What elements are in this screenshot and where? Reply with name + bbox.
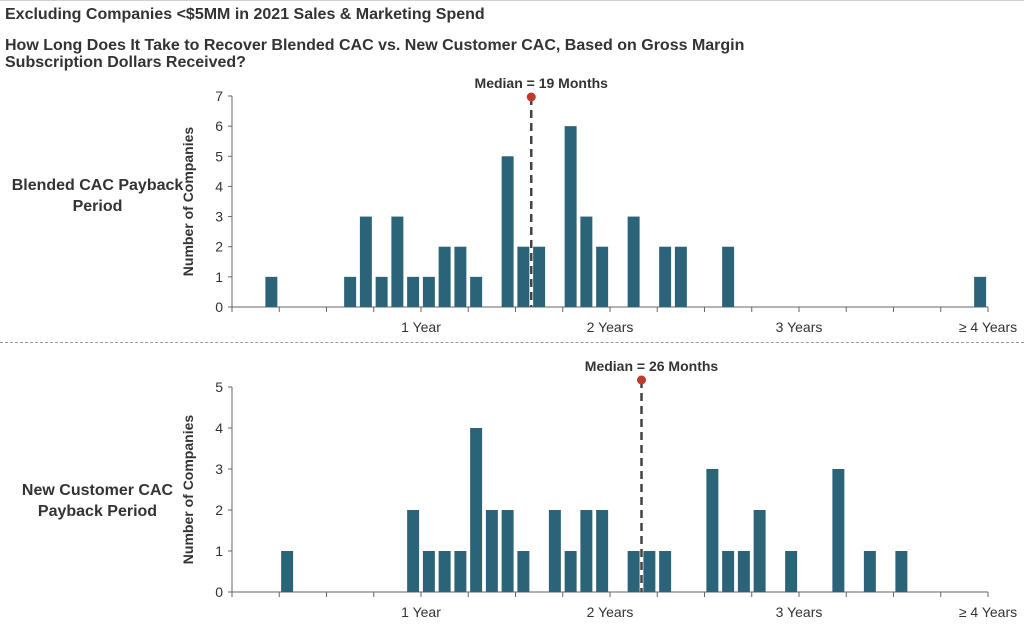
bar [501,510,514,592]
y-tick-label: 5 [215,379,223,395]
x-tick-label: 3 Years [776,319,823,335]
bar [596,246,609,307]
bar [391,216,404,307]
bar [407,510,420,592]
bar [659,551,672,592]
bar [627,551,640,592]
bar [596,510,609,592]
y-tick-label: 1 [215,269,223,285]
y-tick-label: 3 [215,209,223,225]
bar [580,216,593,307]
bar [863,551,876,592]
bar [359,216,372,307]
bar [454,551,467,592]
bar [501,156,514,307]
bar [564,551,577,592]
bar [533,246,546,307]
bar [422,551,435,592]
x-tick-label: ≥ 4 Years [959,319,1017,335]
y-tick-label: 1 [215,543,223,559]
chart-title: How Long Does It Take to Recover Blended… [5,37,745,71]
y-tick-label: 0 [215,299,223,315]
bar [643,551,656,592]
y-tick-label: 2 [215,239,223,255]
x-tick-label: 1 Year [401,604,441,620]
median-marker [637,375,646,385]
x-tick-label: 2 Years [587,604,634,620]
y-tick-label: 6 [215,118,223,134]
bar [407,276,420,307]
x-tick-label: 1 Year [401,319,441,335]
bar [674,246,687,307]
bar [375,276,388,307]
bar [659,246,672,307]
bar [281,551,294,592]
bar [785,551,798,592]
bar [895,551,908,592]
x-tick-label: 2 Years [587,319,634,335]
bar [438,551,451,592]
bar [485,510,498,592]
y-tick-label: 0 [215,584,223,600]
bar [438,246,451,307]
bar [344,276,357,307]
median-label: Median = 19 Months [475,75,609,91]
bar [517,551,530,592]
bar [722,246,735,307]
x-tick-label: ≥ 4 Years [959,604,1017,620]
bar [470,276,483,307]
bar [470,428,483,592]
bar [627,216,640,307]
bar [517,246,530,307]
bar [454,246,467,307]
bar [265,276,278,307]
bar [548,510,561,592]
y-tick-label: 4 [215,420,223,436]
y-tick-label: 7 [215,88,223,104]
y-tick-label: 5 [215,148,223,164]
x-tick-label: 3 Years [776,604,823,620]
chart-subtitle: Excluding Companies <$5MM in 2021 Sales … [5,6,485,23]
bar [974,276,987,307]
bar [564,126,577,308]
y-tick-label: 4 [215,178,223,194]
bar [422,276,435,307]
panel-label-new-customer: New Customer CAC Payback Period [21,482,174,520]
median-label: Median = 26 Months [585,358,719,374]
top-rule [0,0,1024,1]
y-axis-label: Number of Companies [180,127,196,277]
y-axis-label: Number of Companies [180,415,196,565]
median-marker [526,92,536,102]
bar [737,551,750,592]
y-tick-label: 3 [215,461,223,477]
panel-separator [0,342,1024,343]
bar [722,551,735,592]
bar [706,469,719,592]
bar [580,510,593,592]
y-tick-label: 2 [215,502,223,518]
bar [832,469,845,592]
bar [753,510,766,592]
panel-label-blended: Blended CAC Payback Period [11,177,184,215]
